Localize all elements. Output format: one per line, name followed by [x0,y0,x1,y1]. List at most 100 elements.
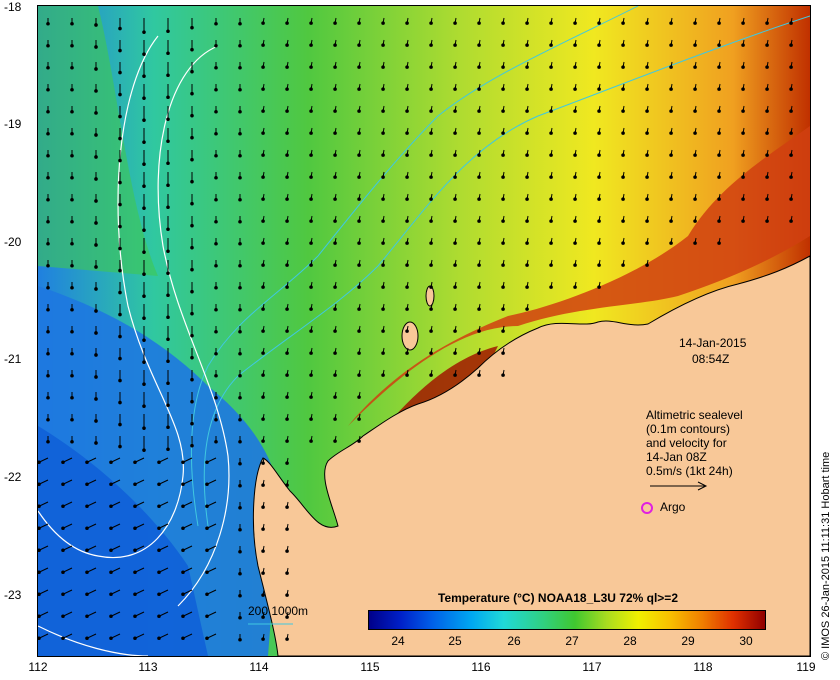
velocity-arrow-head [38,548,41,553]
velocity-arrow-head [501,285,505,289]
velocity-arrow-head [205,526,209,531]
velocity-arrow-head [46,329,50,334]
sst-map[interactable] [37,5,811,657]
velocity-arrow-head [285,395,289,399]
velocity-arrow-head [190,311,194,316]
velocity-arrow-head [70,373,74,378]
velocity-arrow-head [333,241,337,245]
velocity-arrow-head [717,43,721,47]
velocity-arrow-head [238,637,242,642]
velocity-arrow-head [789,153,793,157]
velocity-arrow-head [333,263,337,267]
velocity-arrow-head [309,109,313,113]
velocity-arrow-head [94,375,98,379]
velocity-arrow-head [621,21,625,25]
velocity-arrow-head [190,245,194,250]
velocity-arrow-head [166,227,170,232]
velocity-arrow-head [645,21,649,25]
velocity-arrow-head [205,570,209,575]
velocity-arrow-head [214,285,218,290]
velocity-arrow-head [477,87,481,91]
velocity-arrow-head [333,65,337,69]
velocity-arrow-head [261,197,265,201]
colorbar-tick: 30 [739,634,753,648]
velocity-arrow-head [333,21,337,25]
velocity-arrow-head [525,241,529,245]
hot-coastal-band [348,126,810,426]
velocity-arrow-head [190,443,194,448]
velocity-arrow-head [261,505,265,509]
velocity-arrow-head [133,482,137,487]
velocity-arrow-head [285,637,289,641]
velocity-arrow-head [70,197,74,202]
velocity-arrow-head [142,74,146,78]
velocity-arrow-head [693,87,697,91]
velocity-arrow-head [381,329,385,333]
sealevel-note-line: 0.5m/s (1kt 24h) [646,464,733,478]
velocity-arrow-head [549,219,553,223]
velocity-arrow-head [717,219,721,223]
velocity-arrow-head [46,175,50,180]
velocity-arrow-head [645,263,649,267]
velocity-arrow-head [477,153,481,157]
velocity-arrow-head [453,175,457,179]
velocity-arrow-head [214,263,218,268]
velocity-arrow-head [70,285,74,290]
sealevel-contour [38,625,149,656]
velocity-arrow-head [357,417,361,421]
velocity-arrow-head [717,87,721,91]
velocity-arrow-head [205,614,209,619]
velocity-arrow-head [238,483,242,488]
velocity-arrow-head [190,267,194,272]
velocity-arrow-head [261,131,265,135]
velocity-arrow-head [597,87,601,91]
velocity-arrow-head [309,197,313,201]
velocity-arrow-head [214,21,218,26]
velocity-arrow-head [357,21,361,25]
velocity-arrow-head [597,285,601,289]
velocity-arrow-head [645,197,649,201]
velocity-arrow-head [333,285,337,289]
velocity-arrow-head [765,21,769,25]
velocity-arrow-head [285,483,289,487]
velocity-arrow-head [285,263,289,267]
velocity-arrow-head [205,548,209,553]
velocity-arrow-head [85,570,89,575]
velocity-arrow-head [94,177,98,181]
velocity-arrow-head [142,404,146,408]
y-tick-label: -18 [4,0,22,14]
velocity-arrow-head [741,131,745,135]
velocity-arrow-head [157,504,161,509]
velocity-arrow-head [501,43,505,47]
velocity-arrow-head [285,21,289,25]
velocity-arrow-head [181,504,185,509]
velocity-arrow-head [573,131,577,135]
velocity-arrow-head [85,636,89,641]
velocity-arrow-head [717,21,721,25]
velocity-arrow-head [38,460,41,465]
velocity-arrow-head [741,87,745,91]
velocity-arrow-head [190,157,194,162]
velocity-arrow-head [181,526,185,531]
velocity-arrow-head [381,43,385,47]
velocity-arrow-head [46,439,50,444]
velocity-arrow-head [477,131,481,135]
velocity-arrow-head [205,504,209,509]
velocity-arrow-head [85,482,89,487]
velocity-arrow-head [501,175,505,179]
velocity-arrow-head [38,592,41,597]
velocity-arrow-head [573,153,577,157]
velocity-arrow-head [118,158,122,163]
velocity-arrow-head [429,285,433,289]
velocity-arrow-head [309,285,313,289]
velocity-arrow-head [621,65,625,69]
velocity-arrow-head [501,241,505,245]
velocity-arrow-head [85,460,89,465]
sealevel-note-line: 14-Jan 08Z [646,450,707,464]
velocity-arrow-head [214,131,218,136]
velocity-arrow-head [238,549,242,554]
velocity-arrow-head [118,246,122,251]
velocity-arrow-head [525,285,529,289]
velocity-arrow-head [238,21,242,26]
velocity-arrow-head [261,87,265,91]
